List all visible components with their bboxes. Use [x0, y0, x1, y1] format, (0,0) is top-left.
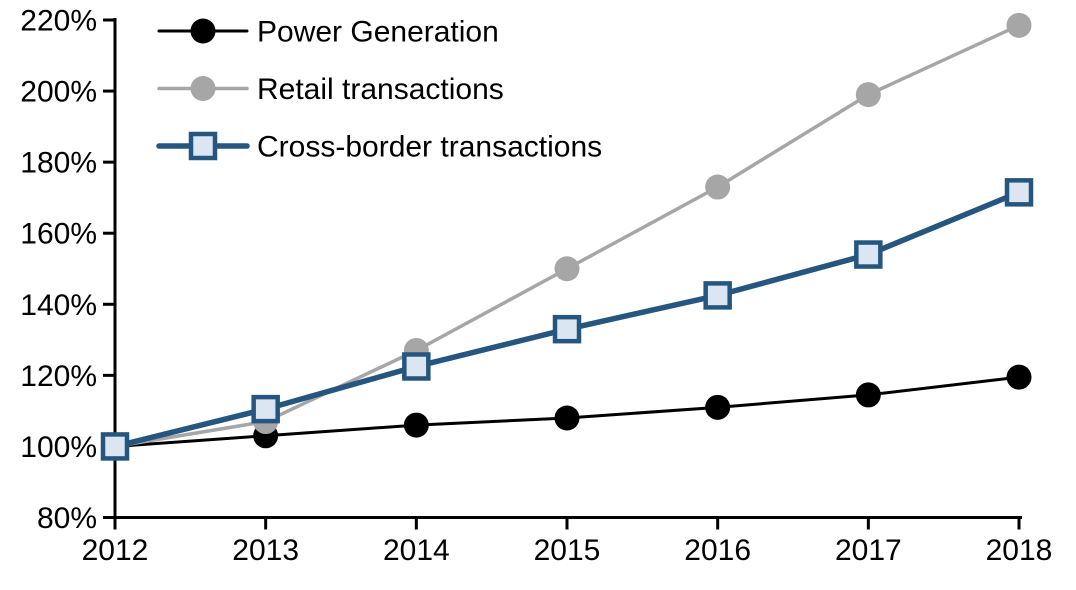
power-generation-marker-2015 — [554, 405, 580, 431]
x-tick-label-2016: 2016 — [684, 534, 751, 567]
series-cross-border-transactions — [100, 178, 1034, 461]
cross-border-transactions-marker-2016 — [703, 281, 732, 310]
x-tick-label-2012: 2012 — [82, 534, 149, 567]
power-generation-marker-legend — [190, 18, 216, 44]
power-generation-marker-2016 — [705, 394, 731, 420]
legend: Power Generation Retail transactions Cross… — [156, 16, 602, 164]
legend-entry-cross-border-transactions: Cross-border transactions — [156, 131, 602, 164]
x-tick-label-2013: 2013 — [232, 534, 299, 567]
legend-label-cross-border-transactions: Cross-border transactions — [257, 131, 602, 164]
retail-transactions-marker-2018 — [1006, 12, 1032, 38]
y-tick-label-100: 100% — [20, 431, 97, 464]
retail-transactions-marker-2017 — [855, 82, 881, 108]
legend-entry-retail-transactions: Retail transactions — [157, 73, 504, 106]
retail-transactions-line — [113, 23, 1021, 449]
cross-border-transactions-marker-2018 — [1004, 178, 1034, 207]
cross-border-transactions-marker-legend — [188, 131, 218, 161]
cross-border-transactions-marker-2015 — [552, 314, 582, 344]
y-tick-label-200: 200% — [20, 76, 97, 109]
legend-entry-power-generation: Power Generation — [157, 16, 499, 49]
y-tick-label-120: 120% — [20, 360, 97, 393]
cross-border-transactions-marker-2014 — [402, 352, 431, 381]
axes: 80% 100% 120% 140% 160% 180% 200% 220% 2012 2013 2… — [20, 5, 1052, 568]
retail-transactions-marker-2015 — [554, 256, 580, 282]
legend-label-power-generation: Power Generation — [257, 16, 499, 49]
cross-border-transactions-marker-2013 — [251, 394, 280, 424]
cross-border-transactions-marker-2012 — [100, 432, 130, 461]
y-tick-label-160: 160% — [20, 218, 97, 251]
y-tick-label-180: 180% — [20, 147, 97, 180]
y-tick-label-80: 80% — [37, 502, 97, 535]
cross-border-transactions-marker-2017 — [854, 240, 883, 269]
x-tick-label-2015: 2015 — [534, 534, 601, 567]
y-tick-label-140: 140% — [20, 289, 97, 322]
series-power-generation — [102, 364, 1032, 459]
y-tick-label-220: 220% — [20, 5, 97, 38]
retail-transactions-marker-legend — [190, 76, 216, 101]
x-tick-label-2018: 2018 — [986, 534, 1053, 567]
legend-label-retail-transactions: Retail transactions — [257, 73, 504, 106]
x-tick-label-2017: 2017 — [835, 534, 902, 567]
retail-transactions-marker-2016 — [705, 174, 731, 200]
power-generation-marker-2017 — [855, 382, 881, 408]
x-tick-label-2014: 2014 — [383, 534, 450, 567]
power-generation-marker-2014 — [403, 412, 429, 438]
power-generation-marker-2018 — [1006, 364, 1032, 390]
